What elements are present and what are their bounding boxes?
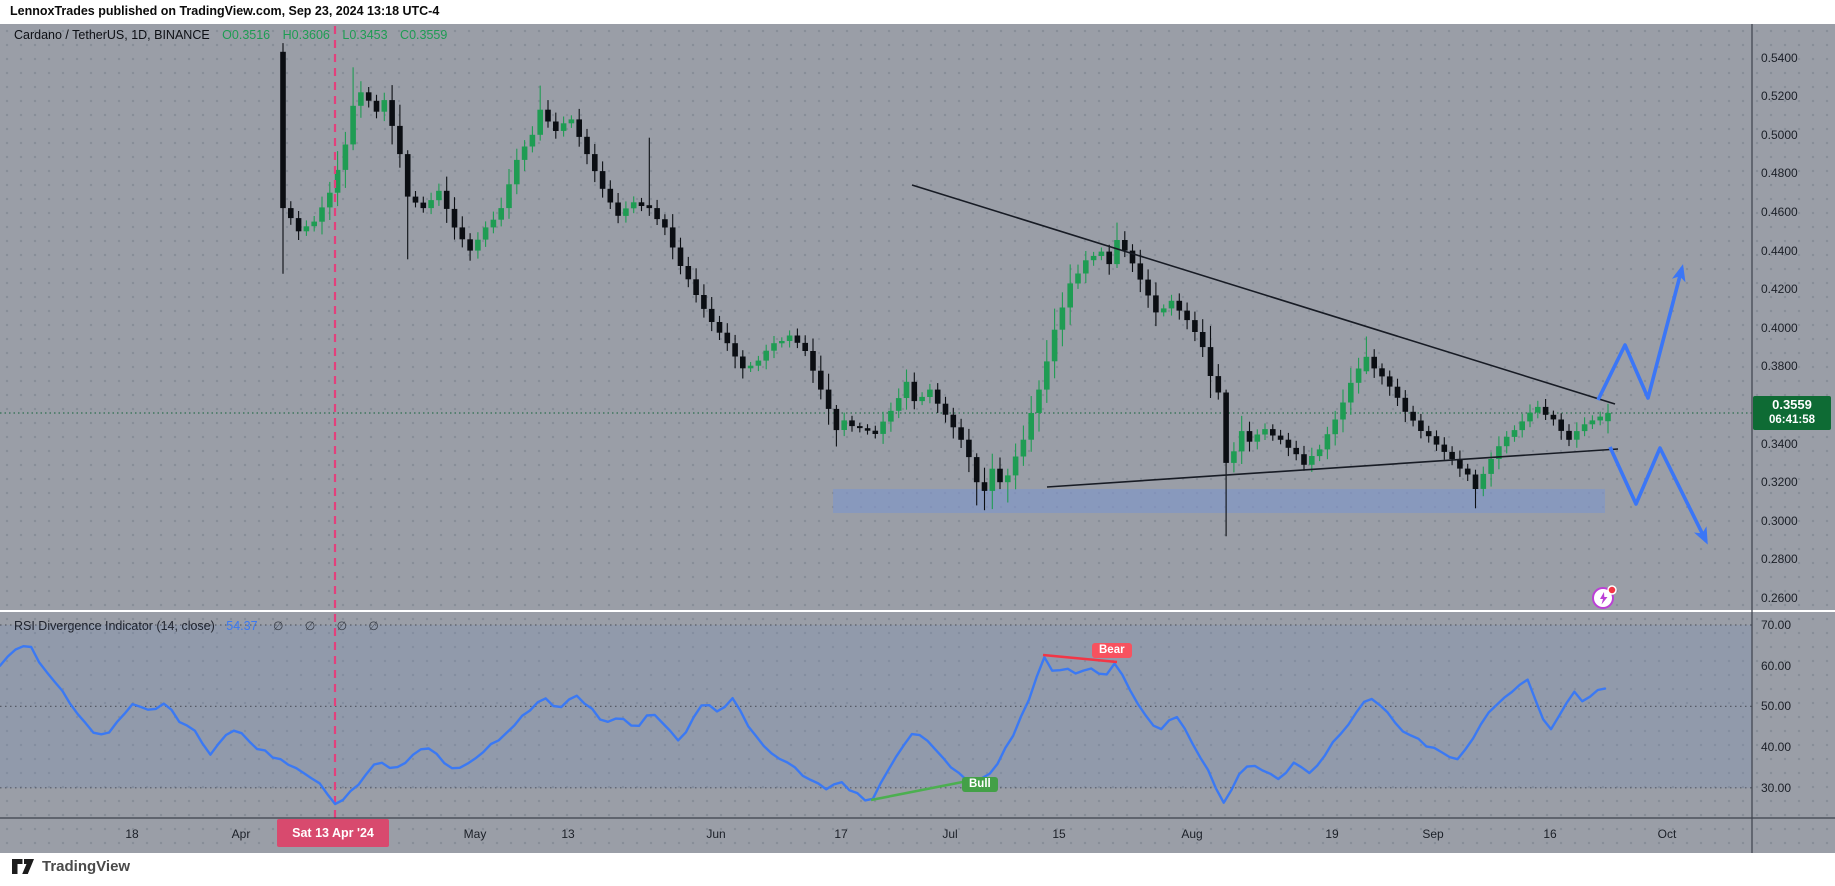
chart-plot-area[interactable] <box>0 24 1835 853</box>
time-tick-label: 15 <box>1052 827 1066 841</box>
ohlc-high: H0.3606 <box>282 28 330 42</box>
date-badge: Sat 13 Apr '24 <box>277 819 389 847</box>
time-tick-label: 18 <box>125 827 139 841</box>
candlestick-series <box>280 43 1611 537</box>
price-tick-label: 0.4600 <box>1761 205 1798 219</box>
price-tick-label: 0.5200 <box>1761 89 1798 104</box>
bar-countdown: 06:41:58 <box>1768 414 1816 426</box>
tradingview-logo[interactable]: TradingView <box>12 858 130 875</box>
time-tick-label: 13 <box>561 827 575 841</box>
symbol-title: Cardano / TetherUS, 1D, BINANCE <box>14 28 210 42</box>
time-tick-label: 19 <box>1325 827 1339 841</box>
time-tick-label: Sep <box>1422 827 1444 841</box>
price-tick-label: 0.4200 <box>1761 282 1798 297</box>
time-tick-label: 16 <box>1543 827 1557 841</box>
price-tick-label: 0.2800 <box>1761 552 1798 567</box>
time-tick-label: Jul <box>942 827 958 841</box>
rsi-indicator-legend[interactable]: RSI Divergence Indicator (14, close) 54.… <box>14 619 388 633</box>
time-tick-label: Apr <box>231 827 251 841</box>
price-tick-label: 0.2600 <box>1761 591 1798 605</box>
time-tick-label: 17 <box>834 827 848 841</box>
price-tick-label: 0.4000 <box>1761 320 1798 335</box>
ohlc-low: L0.3453 <box>342 28 388 42</box>
time-tick-label: May <box>463 827 487 841</box>
price-tick-label: 0.3800 <box>1761 359 1798 374</box>
publication-watermark: LennoxTrades published on TradingView.co… <box>10 4 440 18</box>
rsi-tick-label: 60.00 <box>1761 658 1792 673</box>
tradingview-logo-icon <box>12 859 34 874</box>
price-tick-label: 0.4400 <box>1761 243 1798 258</box>
support-zone <box>833 489 1605 513</box>
time-tick-label: Jun <box>706 827 726 841</box>
rsi-indicator-empty-values: ∅ ∅ ∅ ∅ <box>273 619 388 633</box>
price-tick-label: 0.5400 <box>1761 50 1798 65</box>
price-tick-label: 0.3000 <box>1761 513 1798 528</box>
trendline[interactable] <box>1046 448 1619 488</box>
rsi-indicator-value: 54.37 <box>226 619 258 633</box>
boost-lightning-icon[interactable] <box>1591 584 1619 612</box>
time-tick-label: Aug <box>1181 827 1203 841</box>
last-price-value: 0.3559 <box>1772 397 1812 412</box>
ohlc-open: O0.3516 <box>222 28 271 42</box>
ohlc-close: C0.3559 <box>400 28 448 42</box>
time-tick-label: Oct <box>1657 827 1677 841</box>
symbol-legend[interactable]: Cardano / TetherUS, 1D, BINANCE O0.3516 … <box>14 28 447 42</box>
last-price-badge: 0.3559 06:41:58 <box>1753 396 1831 430</box>
rsi-tick-label: 30.00 <box>1761 780 1792 795</box>
rsi-line <box>0 645 1607 806</box>
bear-divergence-label[interactable]: Bear <box>1092 643 1132 658</box>
projection-arrow-down[interactable] <box>1608 446 1708 545</box>
price-tick-label: 0.5000 <box>1761 127 1798 142</box>
price-tick-label: 0.4800 <box>1761 166 1798 181</box>
rsi-indicator-title: RSI Divergence Indicator (14, close) <box>14 619 215 633</box>
bear-divergence-line[interactable] <box>1042 653 1118 664</box>
bull-divergence-label[interactable]: Bull <box>962 777 998 792</box>
tradingview-wordmark: TradingView <box>42 858 131 875</box>
rsi-tick-label: 70.00 <box>1761 618 1792 632</box>
trendline[interactable] <box>911 184 1616 405</box>
price-tick-label: 0.3200 <box>1761 475 1798 490</box>
rsi-tick-label: 40.00 <box>1761 740 1792 755</box>
projection-arrow-up[interactable] <box>1596 264 1686 401</box>
price-tick-label: 0.3400 <box>1761 436 1798 451</box>
rsi-tick-label: 50.00 <box>1761 699 1792 714</box>
